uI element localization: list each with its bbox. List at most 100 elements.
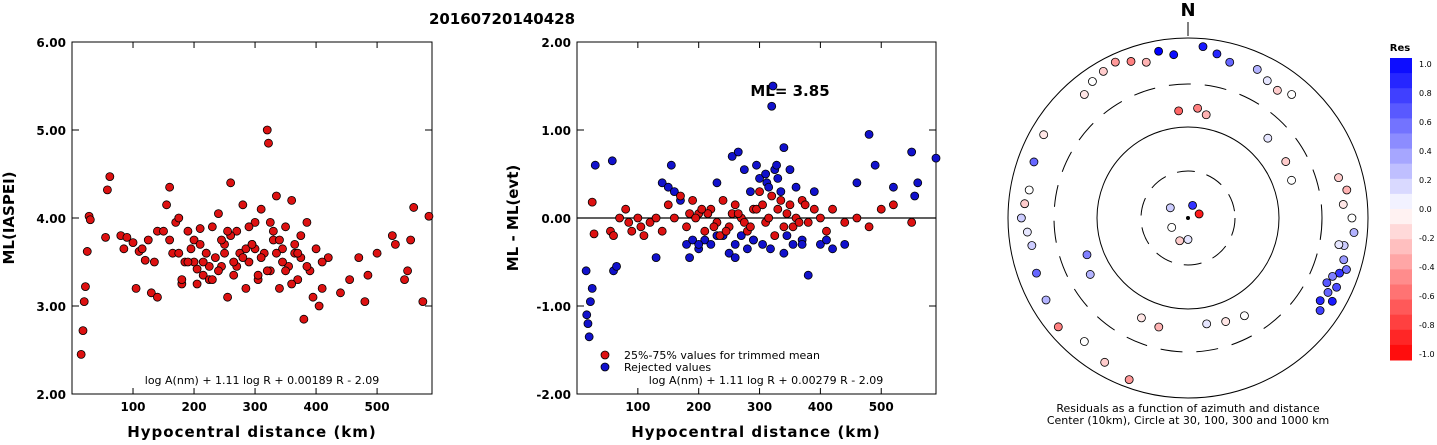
- polar-point: [1212, 49, 1222, 59]
- mid-x-tick-label: 100: [625, 400, 650, 414]
- left-point: [390, 239, 400, 249]
- left-point: [214, 266, 223, 276]
- left-point: [81, 282, 90, 292]
- colorbar-label: -0.2: [1419, 234, 1435, 243]
- polar-point: [1016, 213, 1026, 223]
- left-point: [336, 288, 345, 298]
- left-point: [287, 195, 297, 205]
- mid-point-accepted: [776, 195, 786, 205]
- polar-point: [1287, 90, 1297, 99]
- mid-point-accepted: [828, 204, 837, 214]
- left-point: [241, 244, 251, 254]
- left-point: [290, 239, 300, 249]
- left-point: [198, 270, 208, 280]
- polar-point: [1085, 270, 1095, 279]
- polar-point: [1029, 157, 1039, 167]
- legend-rejected-label: Rejected values: [624, 361, 711, 374]
- left-point: [253, 270, 263, 280]
- colorbar-cell: [1390, 73, 1412, 89]
- left-point: [229, 257, 239, 267]
- polar-point: [1273, 85, 1282, 95]
- left-point: [275, 235, 284, 245]
- polar-point: [1315, 296, 1325, 306]
- polar-point: [1327, 296, 1337, 306]
- mid-point-rejected: [749, 235, 758, 245]
- mid-point-rejected: [724, 248, 734, 258]
- polar-point: [1169, 50, 1179, 60]
- mid-y-tick-label: 1.00: [541, 124, 571, 138]
- colorbar: Res 1.0 0.8 0.6 0.4 0.2 0.0 -0.2 -0.4 -0.6 -0.8 -1…: [1390, 43, 1435, 361]
- mid-y-tick-label: 0.00: [541, 212, 571, 226]
- mid-point-rejected: [685, 253, 694, 263]
- mid-point-rejected: [682, 239, 691, 249]
- mid-point-rejected: [768, 81, 778, 91]
- left-point: [238, 253, 248, 263]
- left-point: [198, 257, 208, 267]
- polar-point: [1154, 322, 1164, 332]
- colorbar-label: 0.0: [1419, 205, 1432, 214]
- colorbar-label: 0.4: [1419, 147, 1432, 156]
- polar-point: [1079, 337, 1089, 346]
- colorbar-label: 0.6: [1419, 118, 1432, 127]
- left-point: [131, 283, 141, 293]
- polar-point: [1315, 306, 1325, 315]
- left-point: [210, 253, 220, 263]
- left-point: [418, 297, 428, 307]
- left-point: [76, 349, 86, 359]
- left-point: [140, 255, 150, 265]
- left-point: [204, 261, 214, 271]
- left-x-tick-label: 500: [365, 400, 390, 414]
- colorbar-cell: [1390, 133, 1412, 150]
- left-point: [119, 244, 129, 254]
- left-point: [226, 178, 236, 188]
- mid-point-rejected: [782, 231, 792, 241]
- mid-point-rejected: [752, 160, 761, 170]
- mid-point-accepted: [907, 217, 917, 227]
- mid-point-rejected: [761, 169, 771, 179]
- colorbar-label: 0.8: [1419, 89, 1432, 98]
- colorbar-cell: [1390, 163, 1412, 180]
- left-point: [241, 283, 251, 293]
- left-point: [223, 292, 232, 302]
- left-point: [207, 275, 217, 285]
- mid-point-accepted: [669, 213, 679, 223]
- mid-point-accepted: [794, 217, 804, 227]
- polar-point: [1202, 319, 1212, 329]
- mid-point-accepted: [627, 226, 637, 236]
- mid-point-accepted: [682, 222, 691, 232]
- mid-point-accepted: [709, 222, 719, 232]
- mid-point-accepted: [733, 209, 743, 219]
- mid-point-accepted: [822, 226, 831, 236]
- polar-point: [1027, 241, 1037, 250]
- left-point: [217, 235, 226, 245]
- mid-point-rejected: [822, 235, 831, 245]
- mid-point-rejected: [730, 239, 740, 249]
- mid-point-rejected: [727, 151, 737, 161]
- mid-point-accepted: [703, 209, 713, 219]
- left-point: [159, 226, 168, 236]
- mid-point-accepted: [864, 222, 874, 232]
- polar-point: [1332, 282, 1341, 292]
- mid-point-rejected: [907, 147, 917, 157]
- polar-point: [1262, 76, 1272, 86]
- colorbar-cell: [1390, 314, 1412, 331]
- left-x-tick-label: 400: [304, 400, 329, 414]
- colorbar-cell: [1390, 254, 1412, 270]
- left-point: [293, 248, 303, 258]
- left-point: [302, 217, 312, 227]
- mid-point-rejected: [730, 253, 740, 263]
- polar-point: [1335, 268, 1344, 278]
- left-point: [278, 257, 287, 267]
- polar-point: [1088, 77, 1097, 86]
- left-y-axis-label: ML(IASPEI): [0, 171, 18, 264]
- mid-point-accepted: [809, 204, 819, 214]
- mid-point-accepted: [815, 213, 825, 223]
- polar-point: [1334, 240, 1344, 250]
- left-point: [250, 217, 260, 227]
- mid-point-rejected: [669, 187, 679, 197]
- north-label: N: [1180, 0, 1195, 21]
- left-point: [262, 125, 272, 135]
- left-point: [323, 253, 333, 263]
- mid-point-rejected: [607, 156, 617, 166]
